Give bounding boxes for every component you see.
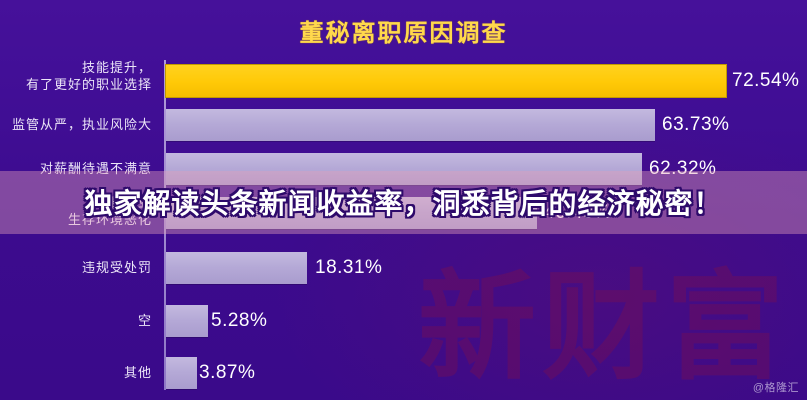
bar-value-label: 72.54% <box>732 70 800 91</box>
category-label: 监管从严，执业风险大 <box>11 117 152 132</box>
bar-value-label: 63.73% <box>662 114 730 135</box>
chart-title: 董秘离职原因调查 <box>299 20 508 47</box>
watermark-text: 新财富 <box>418 257 791 396</box>
category-label: 技能提升， 有了更好的职业选择 <box>25 60 152 92</box>
y-axis-line <box>164 60 166 390</box>
bar-segment <box>166 197 537 229</box>
bar-segment <box>166 305 208 337</box>
bar-segment <box>166 252 307 284</box>
category-label: 空 <box>137 313 152 328</box>
bar-value-label: 62.32% <box>649 158 717 179</box>
plot-area: 技能提升， 有了更好的职业选择 72.54% 监管从严，执业风险大 63.73%… <box>0 55 807 400</box>
source-credit: @格隆汇 <box>752 382 799 394</box>
bar-value-label: 18.31% <box>315 257 383 278</box>
category-label: 董秘执业 生存环境恶化 <box>67 195 152 227</box>
bar-segment <box>166 65 726 97</box>
category-label: 对薪酬待遇不满意 <box>39 161 152 176</box>
category-label: 其他 <box>123 365 152 380</box>
category-label: 违规受处罚 <box>81 260 152 275</box>
bar-segment <box>166 357 197 389</box>
bar-segment <box>166 153 642 185</box>
bar-value-label: 5.28% <box>211 310 268 331</box>
overlay-banner-background <box>0 171 807 234</box>
bar-segment <box>166 109 655 141</box>
bar-value-label: 46.48% <box>544 202 612 223</box>
bar-value-label: 3.87% <box>199 362 256 383</box>
overlay-banner-text: 独家解读头条新闻收益率，洞悉背后的经济秘密！ <box>84 188 723 219</box>
